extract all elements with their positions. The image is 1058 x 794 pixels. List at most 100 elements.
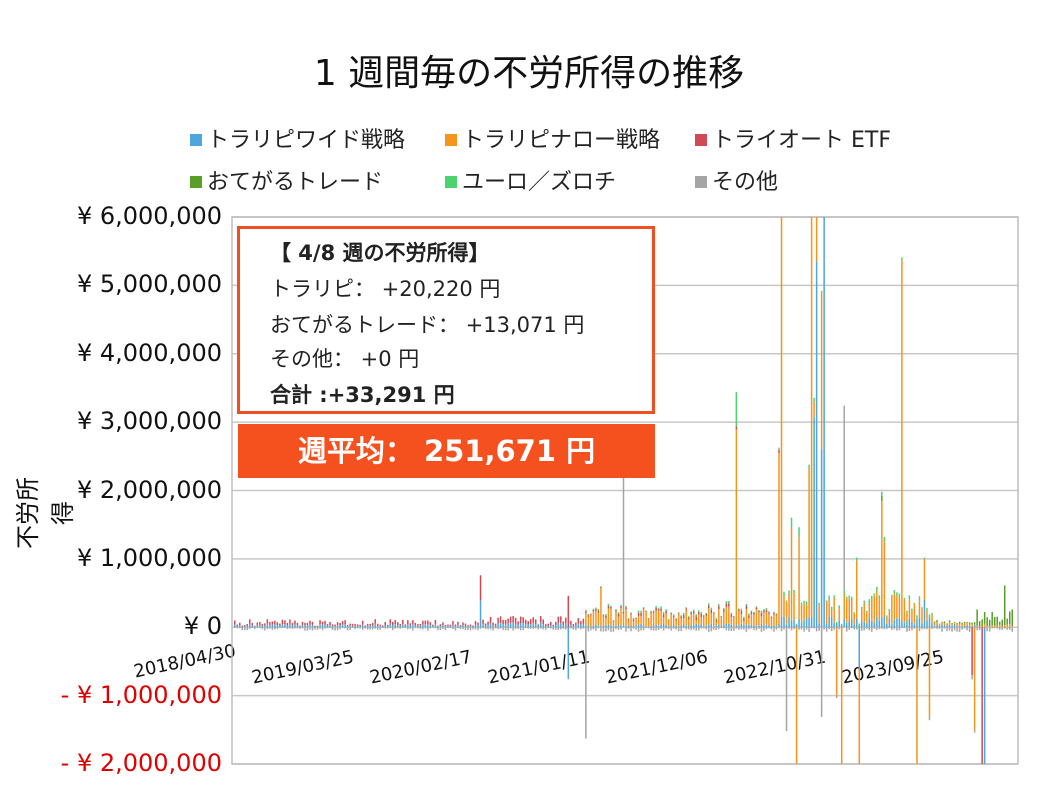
bar-auto <box>432 624 434 627</box>
bar-euro <box>733 616 735 617</box>
bar-other <box>316 627 319 630</box>
bar-euro <box>788 590 790 595</box>
bar-auto <box>642 608 645 610</box>
bar-euro <box>763 609 765 611</box>
y-tick-label: ¥ 3,000,000 <box>76 407 222 436</box>
bar-auto <box>437 625 439 627</box>
bar-other <box>522 627 524 631</box>
bar-other <box>341 627 344 629</box>
bar-wide <box>514 623 517 628</box>
bar-narrow <box>597 612 600 626</box>
bar-wide <box>951 625 953 628</box>
bar-other <box>891 627 893 630</box>
bar-euro <box>838 605 840 609</box>
bar-euro <box>813 397 815 402</box>
bar-wide <box>868 617 871 628</box>
bar-auto <box>366 623 369 626</box>
bar-narrow <box>710 613 713 624</box>
bar-other <box>923 627 926 630</box>
bar-auto <box>241 625 244 627</box>
bar-euro <box>708 603 710 606</box>
bar-wide <box>532 623 534 628</box>
bar-wide <box>457 624 459 628</box>
bar-auto <box>600 586 602 588</box>
bar-wide <box>700 624 702 628</box>
bar-auto <box>529 619 532 625</box>
bar-narrow <box>961 623 963 627</box>
bar-other <box>417 627 419 629</box>
bar-other <box>249 627 251 629</box>
bar-wide <box>783 616 785 628</box>
bar-other <box>339 627 341 630</box>
bar-wide <box>710 623 713 628</box>
bar-auto <box>304 622 306 626</box>
bar-wide <box>896 618 898 628</box>
bar-wide <box>958 626 961 628</box>
bar-euro <box>665 609 667 612</box>
bar-wide <box>381 626 384 628</box>
bar-auto <box>246 624 249 626</box>
bar-auto <box>544 624 547 627</box>
bar-narrow <box>642 609 645 626</box>
bar-euro <box>730 612 733 615</box>
bar-narrow <box>1006 624 1008 628</box>
bar-auto <box>286 622 289 626</box>
bar-auto <box>662 614 665 618</box>
legend-swatch <box>695 176 707 188</box>
bar-euro <box>793 589 795 593</box>
bar-auto <box>632 619 635 622</box>
bar-other <box>271 627 274 630</box>
bar-other <box>803 627 805 632</box>
legend-item-narrow: トラリピナロー戦略 <box>445 122 660 154</box>
bar-narrow <box>730 617 733 625</box>
bar-wide <box>605 624 607 628</box>
bar-wide <box>941 624 943 628</box>
bar-wide <box>414 625 417 628</box>
bar-other <box>519 627 522 631</box>
bar-wide <box>562 624 565 628</box>
bar-auto <box>339 623 341 626</box>
bar-wide <box>690 625 692 628</box>
bar-wide <box>793 620 795 628</box>
bar-euro <box>773 611 775 613</box>
y-tick-label: ¥ 6,000,000 <box>76 202 222 230</box>
bar-other <box>311 627 314 631</box>
bar-other <box>274 627 276 630</box>
bar-auto <box>439 624 442 626</box>
bar-wide <box>271 624 274 628</box>
bar-auto <box>274 620 276 625</box>
bar-auto <box>472 625 474 627</box>
bar-auto <box>595 608 597 612</box>
bar-wide <box>733 626 735 628</box>
bar-other <box>444 627 447 631</box>
bar-narrow <box>908 598 911 619</box>
bar-euro <box>695 614 697 617</box>
bar-wide <box>417 625 419 628</box>
bar-other <box>442 627 444 629</box>
bar-auto <box>700 613 702 618</box>
bar-other <box>467 627 469 631</box>
bar-wide <box>840 624 843 628</box>
bar-narrow <box>803 603 805 621</box>
bar-auto <box>291 622 294 626</box>
bar-wide <box>575 625 577 628</box>
bar-other <box>432 627 434 628</box>
bar-wide <box>850 618 853 628</box>
legend-label: トライオート ETF <box>712 128 891 153</box>
bar-wide <box>845 622 848 628</box>
bar-wide <box>326 625 329 628</box>
bar-wide <box>394 624 397 628</box>
bar-narrow <box>833 597 835 623</box>
bar-other <box>906 627 908 632</box>
bar-narrow <box>861 609 863 622</box>
bar-other <box>893 627 896 630</box>
note-heading: 【 4/8 週の不労所得】 <box>270 241 490 265</box>
bar-auto <box>477 622 479 626</box>
bar-wide <box>429 625 432 628</box>
bar-euro <box>725 601 728 604</box>
bar-euro <box>901 257 903 261</box>
bar-other <box>392 627 394 631</box>
bar-wide <box>467 626 469 628</box>
bar-other <box>539 627 542 629</box>
bar-euro <box>705 612 708 614</box>
